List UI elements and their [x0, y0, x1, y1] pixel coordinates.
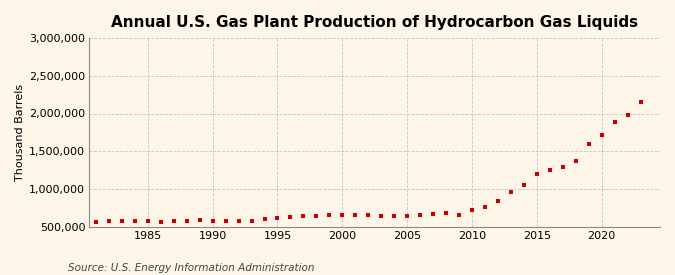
Text: Source: U.S. Energy Information Administration: Source: U.S. Energy Information Administ…	[68, 263, 314, 273]
Y-axis label: Thousand Barrels: Thousand Barrels	[15, 84, 25, 181]
Title: Annual U.S. Gas Plant Production of Hydrocarbon Gas Liquids: Annual U.S. Gas Plant Production of Hydr…	[111, 15, 639, 30]
